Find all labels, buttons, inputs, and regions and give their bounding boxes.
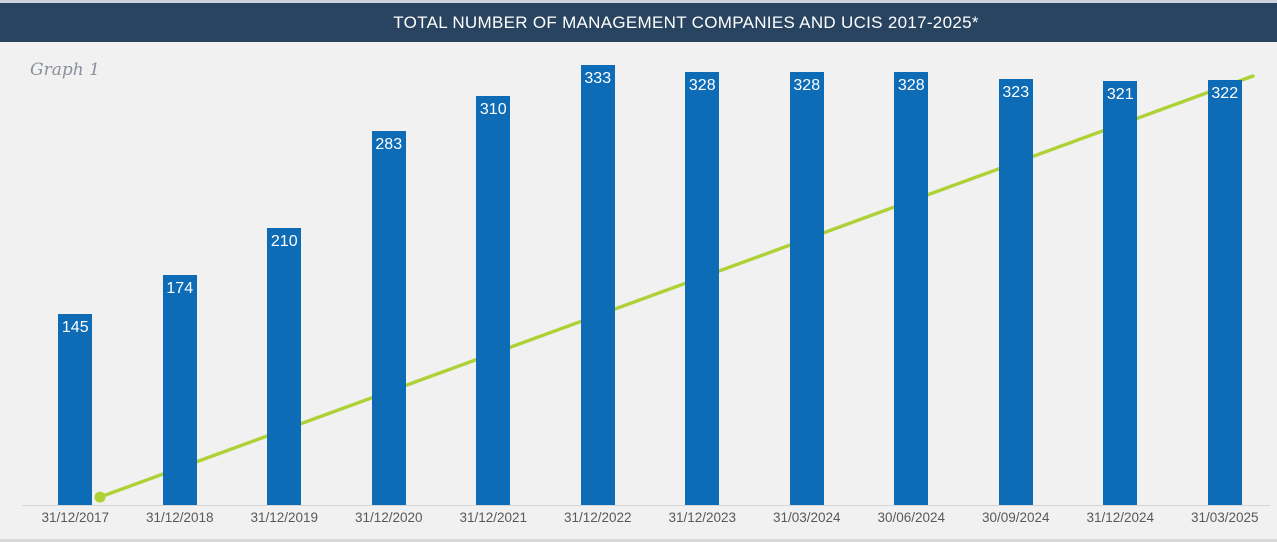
bar-value-label: 145 — [61, 318, 89, 336]
bar: 145 — [58, 313, 93, 505]
bar-value-label: 333 — [584, 70, 612, 88]
chart-title: TOTAL NUMBER OF MANAGEMENT COMPANIES AND… — [393, 12, 979, 32]
bar: 328 — [685, 72, 720, 505]
bar-value-label: 321 — [1106, 86, 1134, 104]
x-axis-label: 30/09/2024 — [981, 510, 1050, 525]
x-axis-line — [22, 505, 1270, 506]
bar-column: 321 — [1068, 43, 1173, 505]
bar: 210 — [267, 227, 302, 505]
top-strip — [0, 0, 1277, 3]
x-axis-label: 31/03/2025 — [1190, 510, 1259, 525]
bar: 283 — [371, 131, 406, 505]
bar-column: 328 — [755, 43, 860, 505]
bar-column: 328 — [650, 43, 755, 505]
bar-column: 333 — [546, 43, 651, 505]
bar-value-label: 283 — [375, 136, 403, 154]
bar: 322 — [1207, 79, 1242, 505]
bar-column: 145 — [23, 43, 128, 505]
x-axis-label: 31/03/2024 — [772, 510, 841, 525]
bar-value-label: 310 — [479, 100, 507, 118]
bar: 333 — [580, 65, 615, 505]
bottom-strip — [0, 539, 1277, 542]
x-axis-label: 30/06/2024 — [877, 510, 946, 525]
x-axis-label: 31/12/2020 — [354, 510, 423, 525]
bars-layer: 145 174 210 283 310 333 328 328 328 323 321 322 — [23, 43, 1277, 505]
x-axis-label: 31/12/2018 — [145, 510, 214, 525]
bar-column: 283 — [337, 43, 442, 505]
bar-value-label: 322 — [1211, 84, 1239, 102]
bar: 321 — [1103, 81, 1138, 505]
x-axis-label: 31/12/2023 — [668, 510, 737, 525]
bar-column: 328 — [859, 43, 964, 505]
x-axis-labels-row: 31/12/2017 31/12/2018 31/12/2019 31/12/2020… — [23, 510, 1277, 525]
graph-number-label: Graph 1 — [30, 60, 100, 80]
trend-line-start-marker — [94, 491, 106, 503]
bar: 323 — [998, 78, 1033, 505]
bar: 174 — [162, 275, 197, 505]
x-axis-label: 31/12/2024 — [1086, 510, 1155, 525]
bar: 328 — [789, 72, 824, 505]
bar: 310 — [476, 95, 511, 505]
x-axis-label: 31/12/2022 — [563, 510, 632, 525]
x-axis-label: 31/12/2021 — [459, 510, 528, 525]
x-axis-label: 31/12/2019 — [250, 510, 319, 525]
x-axis-label: 31/12/2017 — [41, 510, 110, 525]
bar: 328 — [894, 72, 929, 505]
bar-value-label: 210 — [270, 232, 298, 250]
bar-column: 210 — [232, 43, 337, 505]
bar-value-label: 323 — [1002, 83, 1030, 101]
bar-column: 323 — [964, 43, 1069, 505]
bar-column: 322 — [1173, 43, 1277, 505]
bar-value-label: 328 — [688, 77, 716, 95]
bar-value-label: 328 — [793, 77, 821, 95]
bar-column: 174 — [128, 43, 233, 505]
chart-title-bar: TOTAL NUMBER OF MANAGEMENT COMPANIES AND… — [0, 3, 1277, 42]
bar-value-label: 174 — [166, 280, 194, 298]
bar-value-label: 328 — [897, 77, 925, 95]
bar-column: 310 — [441, 43, 546, 505]
